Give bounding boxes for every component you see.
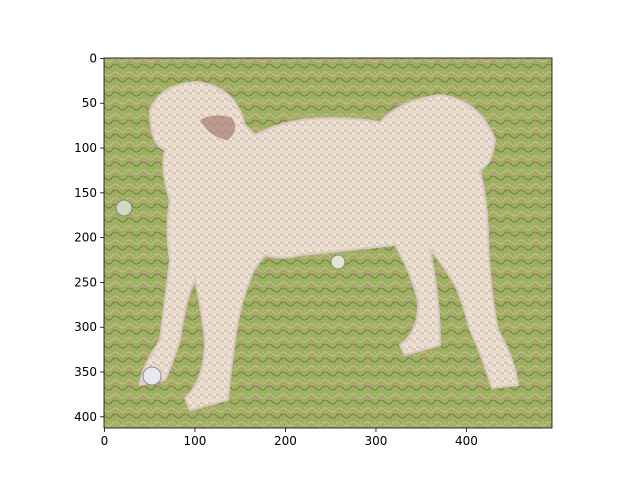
y-tick-label: 250 [74, 275, 97, 289]
x-tick-label: 300 [365, 434, 388, 448]
x-tick-label: 400 [455, 434, 478, 448]
bubble [142, 366, 162, 386]
y-tick-label: 400 [74, 410, 97, 424]
y-tick-label: 150 [74, 186, 97, 200]
y-tick-label: 50 [82, 96, 97, 110]
x-tick-label: 200 [274, 434, 297, 448]
y-tick-label: 100 [74, 141, 97, 155]
y-tick-label: 300 [74, 320, 97, 334]
x-tick-label: 100 [184, 434, 207, 448]
x-tick-label: 0 [101, 434, 109, 448]
bubble [115, 199, 133, 217]
bubble [330, 254, 346, 270]
y-tick-label: 350 [74, 365, 97, 379]
dog [138, 80, 520, 412]
image [104, 58, 552, 428]
axes-frame [103, 57, 553, 429]
y-tick-label: 200 [74, 231, 97, 245]
y-tick-label: 0 [89, 51, 97, 65]
dog-head-shade [200, 115, 236, 140]
